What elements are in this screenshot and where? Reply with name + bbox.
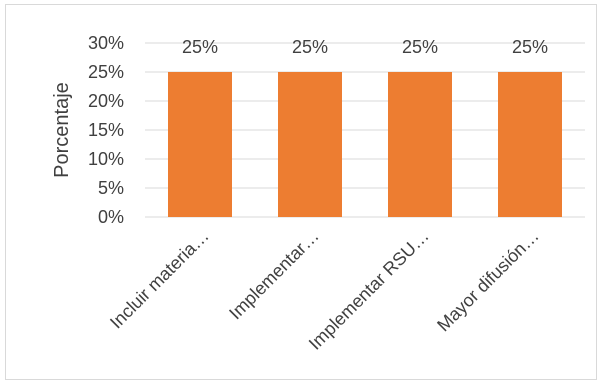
- bar: [498, 72, 562, 217]
- x-tick-label: Implementar RSU…: [305, 226, 433, 354]
- data-label: 25%: [292, 37, 328, 57]
- y-tick-label: 0%: [98, 207, 124, 227]
- data-label: 25%: [512, 37, 548, 57]
- bars: [168, 72, 562, 217]
- y-tick-label: 25%: [88, 62, 124, 82]
- data-labels: 25% 25% 25% 25%: [182, 37, 548, 57]
- bar: [278, 72, 342, 217]
- bar: [168, 72, 232, 217]
- y-tick-label: 10%: [88, 149, 124, 169]
- x-axis-ticks: Incluir materia… Implementar…Implementar …: [106, 226, 543, 354]
- data-label: 25%: [182, 37, 218, 57]
- bar: [388, 72, 452, 217]
- y-tick-label: 30%: [88, 33, 124, 53]
- data-label: 25%: [402, 37, 438, 57]
- x-tick-label: Mayor difusión…: [433, 226, 543, 336]
- x-tick-label: Implementar…: [225, 226, 323, 324]
- y-axis-ticks: 0% 5% 10% 15% 20% 25% 30%: [88, 33, 124, 227]
- y-tick-label: 20%: [88, 91, 124, 111]
- x-tick-label: Incluir materia…: [106, 226, 213, 333]
- y-axis-label: Porcentaje: [51, 82, 73, 178]
- y-tick-label: 15%: [88, 120, 124, 140]
- y-tick-label: 5%: [98, 178, 124, 198]
